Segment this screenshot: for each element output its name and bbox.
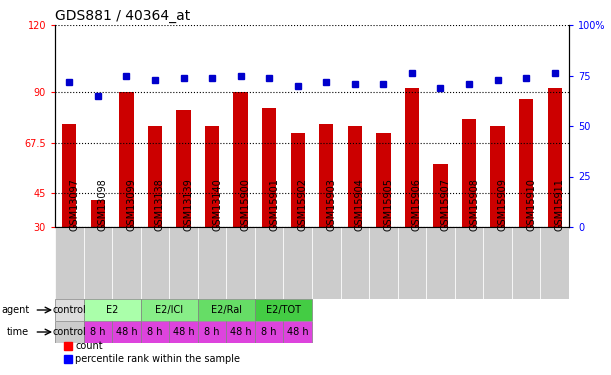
FancyBboxPatch shape — [84, 299, 141, 321]
FancyBboxPatch shape — [84, 321, 112, 343]
Bar — [519, 99, 533, 227]
FancyBboxPatch shape — [141, 299, 198, 321]
Text: GSM15910: GSM15910 — [526, 178, 536, 231]
Text: GSM13098: GSM13098 — [98, 178, 108, 231]
Text: 8 h: 8 h — [90, 327, 106, 337]
Bar — [205, 126, 219, 227]
Bar — [291, 133, 305, 227]
Text: 48 h: 48 h — [115, 327, 137, 337]
FancyBboxPatch shape — [226, 227, 255, 299]
FancyBboxPatch shape — [541, 227, 569, 299]
FancyBboxPatch shape — [55, 321, 84, 343]
Bar — [348, 126, 362, 227]
Text: GSM15900: GSM15900 — [241, 178, 251, 231]
Bar — [376, 133, 390, 227]
FancyBboxPatch shape — [426, 227, 455, 299]
Text: GSM15905: GSM15905 — [383, 178, 393, 231]
Bar — [433, 164, 448, 227]
FancyBboxPatch shape — [512, 227, 541, 299]
FancyBboxPatch shape — [198, 227, 226, 299]
Text: 8 h: 8 h — [204, 327, 220, 337]
Text: E2: E2 — [106, 305, 119, 315]
FancyBboxPatch shape — [369, 227, 398, 299]
FancyBboxPatch shape — [169, 227, 198, 299]
Text: 48 h: 48 h — [287, 327, 309, 337]
Text: GSM15901: GSM15901 — [269, 178, 279, 231]
FancyBboxPatch shape — [198, 299, 255, 321]
Text: GSM15906: GSM15906 — [412, 178, 422, 231]
Legend: count, percentile rank within the sample: count, percentile rank within the sample — [60, 338, 244, 368]
FancyBboxPatch shape — [55, 299, 84, 321]
Text: 48 h: 48 h — [173, 327, 194, 337]
Bar — [319, 124, 334, 227]
Bar — [177, 110, 191, 227]
FancyBboxPatch shape — [483, 227, 512, 299]
FancyBboxPatch shape — [284, 321, 312, 343]
FancyBboxPatch shape — [284, 227, 312, 299]
Bar — [90, 200, 105, 227]
Text: GSM15904: GSM15904 — [355, 178, 365, 231]
Text: 8 h: 8 h — [147, 327, 163, 337]
Bar — [148, 126, 162, 227]
Text: time: time — [7, 327, 29, 337]
Bar — [119, 92, 134, 227]
Text: 48 h: 48 h — [230, 327, 251, 337]
Text: GSM13140: GSM13140 — [212, 178, 222, 231]
FancyBboxPatch shape — [141, 227, 169, 299]
Bar — [462, 119, 476, 227]
Bar — [233, 92, 247, 227]
Bar — [491, 126, 505, 227]
Text: E2/TOT: E2/TOT — [266, 305, 301, 315]
FancyBboxPatch shape — [112, 321, 141, 343]
FancyBboxPatch shape — [255, 299, 312, 321]
Text: GSM15902: GSM15902 — [298, 178, 308, 231]
FancyBboxPatch shape — [169, 321, 198, 343]
FancyBboxPatch shape — [112, 227, 141, 299]
FancyBboxPatch shape — [84, 227, 112, 299]
Text: GSM13097: GSM13097 — [69, 178, 79, 231]
Bar — [547, 88, 562, 227]
FancyBboxPatch shape — [55, 227, 84, 299]
Text: GSM15908: GSM15908 — [469, 178, 479, 231]
Text: 8 h: 8 h — [262, 327, 277, 337]
FancyBboxPatch shape — [455, 227, 483, 299]
Bar — [62, 124, 76, 227]
Text: E2/ICI: E2/ICI — [155, 305, 183, 315]
Text: GSM15909: GSM15909 — [497, 178, 508, 231]
FancyBboxPatch shape — [255, 227, 284, 299]
FancyBboxPatch shape — [255, 321, 284, 343]
Text: GDS881 / 40364_at: GDS881 / 40364_at — [55, 9, 190, 22]
Text: agent: agent — [1, 305, 29, 315]
FancyBboxPatch shape — [340, 227, 369, 299]
Text: control: control — [53, 327, 86, 337]
Bar — [262, 108, 276, 227]
Text: GSM13138: GSM13138 — [155, 178, 165, 231]
FancyBboxPatch shape — [141, 321, 169, 343]
FancyBboxPatch shape — [198, 321, 226, 343]
Text: E2/Ral: E2/Ral — [211, 305, 242, 315]
FancyBboxPatch shape — [312, 227, 340, 299]
Text: GSM15903: GSM15903 — [326, 178, 336, 231]
FancyBboxPatch shape — [398, 227, 426, 299]
Text: GSM13139: GSM13139 — [183, 178, 194, 231]
Text: GSM15907: GSM15907 — [441, 178, 450, 231]
Text: control: control — [53, 305, 86, 315]
Text: GSM13099: GSM13099 — [126, 178, 136, 231]
Bar — [405, 88, 419, 227]
Text: GSM15911: GSM15911 — [555, 178, 565, 231]
FancyBboxPatch shape — [226, 321, 255, 343]
